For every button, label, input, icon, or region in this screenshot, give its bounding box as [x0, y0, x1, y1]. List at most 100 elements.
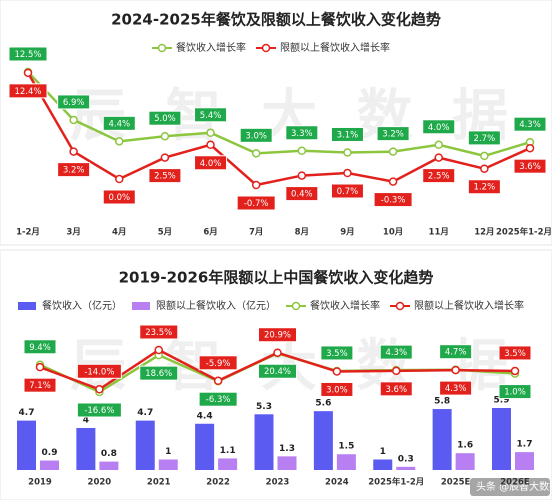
point [213, 376, 223, 386]
value-label: -0.7% [244, 199, 269, 209]
x-tick-label: 2024 [325, 478, 349, 488]
value-label: 3.2% [63, 166, 85, 176]
value-label: 9.4% [29, 343, 51, 353]
point [343, 168, 352, 178]
bar-label: 5.8 [434, 397, 450, 407]
label-box [102, 115, 136, 131]
credit-bg [470, 478, 550, 496]
value-label: 3.6% [519, 162, 541, 172]
label-box [498, 345, 532, 361]
value-label: 4.7% [445, 348, 467, 358]
label-box [57, 162, 91, 178]
point [115, 137, 124, 146]
bar-label: 1.7 [517, 440, 533, 450]
value-label: 18.6% [145, 369, 172, 379]
bar [254, 414, 274, 470]
x-tick-label: 6月 [203, 228, 217, 238]
label-box [498, 384, 532, 400]
bar [455, 453, 475, 470]
bar [313, 411, 333, 470]
x-tick-label: 9月 [340, 228, 354, 238]
label-box [258, 363, 297, 379]
value-label: 4.0% [200, 159, 222, 169]
point [69, 147, 78, 156]
label-box [467, 130, 501, 146]
value-label: 2.5% [154, 172, 176, 182]
label-box [23, 377, 57, 393]
series-line [27, 71, 531, 158]
point [160, 153, 170, 162]
value-label: -14.0% [84, 367, 114, 377]
bar-label: 5.3 [256, 402, 272, 412]
bar [396, 466, 416, 470]
bar-label: 5.6 [315, 399, 331, 409]
label-box [148, 110, 182, 126]
x-tick-label: 2021 [147, 478, 171, 488]
point [434, 153, 443, 162]
bar [432, 409, 452, 470]
bar-label: 4 [83, 415, 89, 425]
value-label: 7.1% [29, 381, 51, 391]
legend-marker [157, 43, 167, 53]
x-tick-label: 12月 [474, 228, 494, 238]
point [251, 180, 261, 190]
point [160, 131, 170, 141]
x-tick-label: 4月 [112, 228, 126, 238]
label-box [76, 363, 122, 379]
point [154, 345, 163, 355]
legend-marker [395, 301, 405, 311]
value-label: 0.0% [108, 193, 130, 203]
label-box [379, 381, 413, 397]
label-box [422, 119, 456, 135]
x-tick-label: 2026E [500, 478, 530, 488]
point [273, 348, 282, 357]
x-tick-label: 2025E [441, 478, 471, 488]
x-tick-label: 7月 [249, 228, 263, 238]
point [69, 115, 78, 125]
bar [17, 420, 36, 470]
x-tick-label: 2020 [88, 478, 112, 488]
bar-label: 0.8 [101, 449, 117, 459]
value-label: -6.3% [206, 395, 231, 405]
label-box [320, 381, 354, 397]
value-label: 4.4% [108, 119, 130, 129]
label-box [330, 183, 364, 199]
point [343, 148, 352, 157]
value-label: 20.4% [264, 367, 291, 377]
chart-title: 2019-2026年限额以上中国餐饮收入变化趋势 [119, 269, 434, 287]
legend-swatch [132, 302, 150, 310]
label-box [23, 339, 57, 355]
point [434, 140, 443, 150]
value-label: 23.5% [145, 328, 172, 338]
value-label: 0.7% [337, 187, 359, 197]
label-box [439, 344, 473, 360]
label-box [373, 192, 413, 208]
label-box [198, 355, 238, 371]
label-box [76, 402, 122, 418]
value-label: 12.5% [14, 50, 41, 60]
x-tick-label: 2019 [28, 478, 52, 488]
value-label: 3.0% [245, 131, 267, 141]
bar-label: 1.6 [457, 441, 473, 451]
label-box [8, 83, 48, 99]
label-box [513, 158, 547, 174]
value-label: 2.5% [428, 172, 450, 182]
x-tick-label: 2025年1-2月 [496, 227, 552, 238]
bar [99, 461, 119, 470]
bar [515, 452, 534, 470]
bar-label: 4.7 [137, 408, 153, 418]
bar-label: 4.4 [197, 411, 213, 421]
x-tick-label: 10月 [383, 228, 403, 238]
label-box [285, 125, 319, 141]
bar-label: 0.9 [42, 448, 58, 458]
point [206, 140, 215, 150]
point [35, 362, 45, 372]
x-tick-label: 8月 [295, 228, 309, 238]
bar [135, 420, 155, 470]
bar [277, 456, 297, 470]
value-label: -0.3% [381, 196, 406, 206]
x-tick-label: 2025年1-2月 [368, 477, 424, 488]
point [206, 128, 215, 138]
label-box [422, 168, 456, 184]
